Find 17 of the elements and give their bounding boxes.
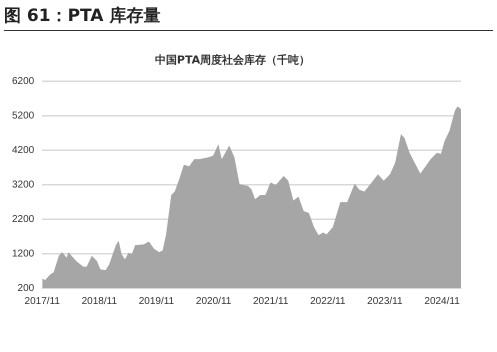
y-tick-label: 6200 <box>12 76 35 87</box>
chart-title: 图 61：PTA 库存量 <box>4 4 493 31</box>
y-tick-label: 2200 <box>12 214 35 225</box>
y-tick-label: 5200 <box>12 110 35 122</box>
y-tick-label: 4200 <box>12 144 35 156</box>
x-tick-label: 2021/11 <box>252 296 289 307</box>
x-tick-label: 2017/11 <box>24 296 60 307</box>
y-tick-label: 1200 <box>12 248 35 260</box>
y-tick-label: 3200 <box>12 179 35 190</box>
x-tick-label: 2023/11 <box>367 296 403 307</box>
y-tick-label: 200 <box>18 282 35 294</box>
x-tick-label: 2024/11 <box>424 296 460 307</box>
x-tick-label: 2020/11 <box>196 296 232 307</box>
x-tick-label: 2018/11 <box>82 296 118 307</box>
x-tick-label: 2022/11 <box>310 296 346 307</box>
chart-subtitle: 中国PTA周度社会库存（千吨） <box>154 53 310 66</box>
x-tick-label: 2019/11 <box>138 296 175 307</box>
